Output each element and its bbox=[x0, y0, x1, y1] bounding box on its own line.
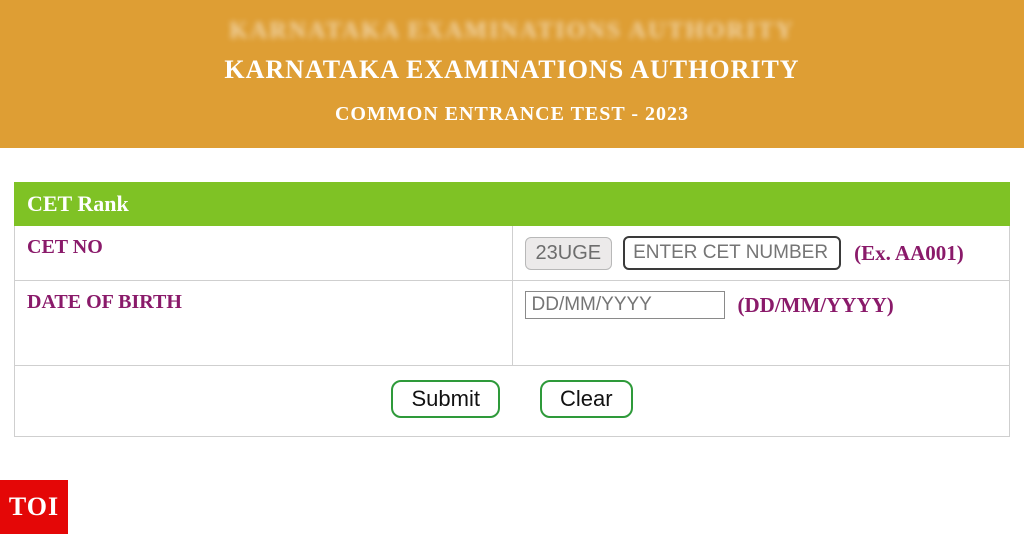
header-band: KARNATAKA EXAMINATIONS AUTHORITY KARNATA… bbox=[0, 0, 1024, 148]
cet-prefix: 23UGE bbox=[525, 237, 613, 270]
cet-no-input-cell: 23UGE (Ex. AA001) bbox=[512, 226, 1010, 281]
submit-button[interactable]: Submit bbox=[391, 380, 499, 418]
dob-label: DATE OF BIRTH bbox=[15, 281, 513, 366]
cet-rank-table: CET Rank CET NO 23UGE (Ex. AA001) DATE O… bbox=[14, 182, 1010, 437]
actions-row: Submit Clear bbox=[15, 366, 1010, 437]
cet-no-hint: (Ex. AA001) bbox=[854, 241, 964, 265]
dob-input[interactable] bbox=[525, 291, 725, 319]
clear-button[interactable]: Clear bbox=[540, 380, 633, 418]
form-container: CET Rank CET NO 23UGE (Ex. AA001) DATE O… bbox=[0, 148, 1024, 437]
panel-title: CET Rank bbox=[15, 183, 1010, 226]
dob-input-cell: (DD/MM/YYYY) bbox=[512, 281, 1010, 366]
dob-hint: (DD/MM/YYYY) bbox=[738, 293, 894, 317]
header-subtitle: COMMON ENTRANCE TEST - 2023 bbox=[0, 103, 1024, 126]
header-title: KARNATAKA EXAMINATIONS AUTHORITY bbox=[0, 55, 1024, 85]
header-blurred-line: KARNATAKA EXAMINATIONS AUTHORITY bbox=[0, 18, 1024, 45]
cet-no-label: CET NO bbox=[15, 226, 513, 281]
toi-logo: TOI bbox=[0, 480, 68, 534]
cet-number-input[interactable] bbox=[623, 236, 841, 270]
